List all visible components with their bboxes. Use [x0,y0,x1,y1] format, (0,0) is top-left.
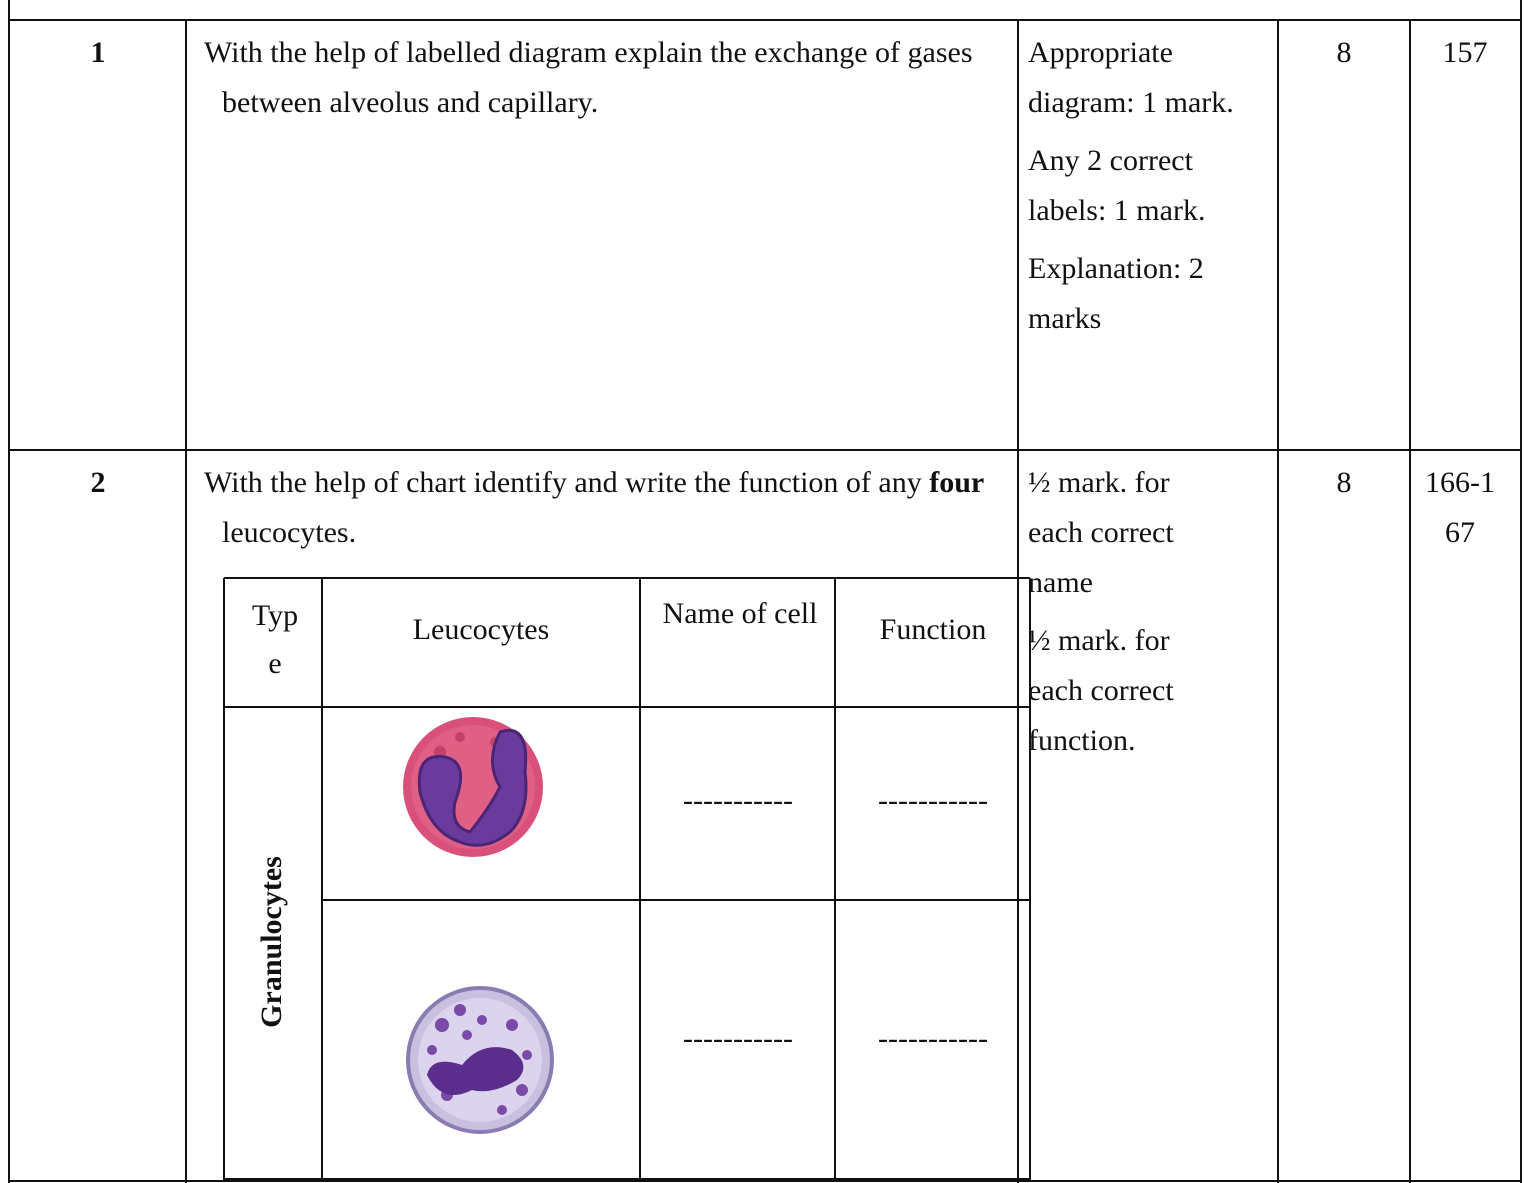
marking-scheme: ½ mark. for each correct name ½ mark. for… [1028,458,1228,774]
question-number: 2 [90,466,106,499]
border [185,20,187,1183]
inner-border [322,899,1030,901]
blank: ----------- [683,1022,793,1055]
text: leucocytes. [222,516,357,549]
border [1520,0,1522,1183]
border [8,449,1522,451]
border [1409,20,1411,1183]
blank: ----------- [878,784,988,817]
scheme-item: Any 2 correct labels: 1 mark. [1028,144,1206,227]
border [8,19,1522,21]
inner-border [224,706,1030,708]
question-text: With the help of chart identify and writ… [186,458,1012,558]
scheme-item: Explanation: 2 marks [1028,252,1204,335]
border [1277,20,1279,1183]
inner-border [224,577,1030,579]
type-label: Granulocytes [255,856,288,1028]
question-number: 1 [90,36,106,69]
scheme-item: ½ mark. for each correct name [1028,466,1174,599]
neutrophil-image [403,717,543,857]
table-header: Leucocytes [412,613,550,646]
bold-text: four [929,466,985,499]
page-ref: 157 [1442,36,1488,69]
inner-border [1029,578,1031,1180]
border [1017,20,1019,1183]
marks: 8 [1336,36,1352,69]
marking-scheme: Appropriate diagram: 1 mark. Any 2 correc… [1028,28,1273,352]
inner-border [834,578,836,1180]
border [8,1180,1522,1182]
blank: ----------- [683,784,793,817]
border [8,0,10,1183]
scheme-item: ½ mark. for each correct function. [1028,624,1174,757]
text: With the help of chart identify and writ… [204,466,930,499]
inner-border [639,578,641,1180]
table-header: Function [879,613,987,646]
blank: ----------- [878,1022,988,1055]
eosinophil-image [406,986,554,1134]
marks: 8 [1336,466,1352,499]
question-text: With the help of labelled diagram explai… [204,36,973,119]
page-ref: 166-167 [1425,466,1495,549]
table-header: Type [251,599,299,680]
table-header: Name of cell [662,597,818,630]
inner-border [224,1178,1030,1180]
inner-border [223,578,225,1180]
scheme-item: Appropriate diagram: 1 mark. [1028,36,1234,119]
inner-border [321,578,323,1180]
